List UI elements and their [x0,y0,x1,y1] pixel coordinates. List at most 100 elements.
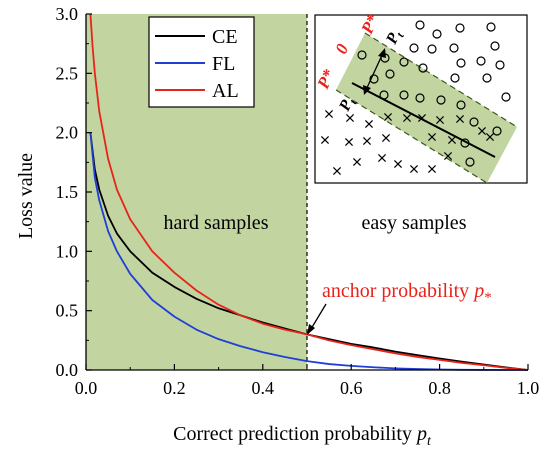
inset-cross-marker [393,159,403,169]
inset-cross-stroke [435,115,445,125]
inset-cross-stroke [324,109,334,119]
inset-cross-marker [435,115,445,125]
inset-circle-marker [357,50,367,60]
inset-cross-marker [345,113,355,123]
x-axis-label-sub: t [427,434,432,449]
x-axis-label-var: p [415,423,427,445]
inset-arrow-head-up [378,48,386,58]
inset-cross-marker [377,153,387,163]
inset-circle-marker [492,126,502,136]
inset-cross-stroke [362,136,372,146]
x-tick-label: 1.0 [517,378,540,398]
inset-cross-marker [383,112,393,122]
inset-cross-stroke [393,159,403,169]
region-label-easy: easy samples [362,212,467,234]
anchor-annotation: anchor probability p* [307,280,492,335]
inset-label-pt-bottom-sub: t [348,97,361,106]
series-line-al [89,13,529,371]
inset-circle-marker [490,41,500,51]
inset-cross-marker [485,132,495,142]
legend: CE FL AL [148,16,255,108]
inset-circle-marker [379,90,389,100]
y-tick-label: 1.5 [56,182,79,202]
inset-circle-marker [418,63,428,73]
inset-circle-marker [465,157,475,167]
inset-circle-marker [450,73,460,83]
inset-cross-stroke [427,132,437,142]
inset-cross-marker [362,136,372,146]
y-tick-label: 1.0 [56,241,79,261]
inset-circle-marker [456,58,466,68]
inset-cross-stroke [320,135,330,145]
inset-cross-stroke [417,113,427,123]
x-axis-label: Correct prediction probability pt [173,423,432,449]
anchor-label: anchor probability p* [322,280,492,306]
inset-cross-stroke [477,126,487,136]
inset-cross-stroke [332,166,342,176]
inset-cross-stroke [345,113,355,123]
anchor-arrow [310,303,327,330]
inset-circle-marker [501,92,511,102]
anchor-label-var: p [472,280,484,302]
inset-cross-stroke [455,114,465,124]
ticks: 0.0 0.2 0.4 0.6 0.8 1.0 0.0 0.5 1.0 1.5 2.0 2.5 3.0 [56,4,540,398]
x-tick-label: 0.6 [340,378,363,398]
y-tick-label: 2.5 [56,63,79,83]
inset-cross-marker [427,164,437,174]
x-axis-label-text: Correct prediction probability [173,423,417,445]
inset-circle-marker [385,69,395,79]
inset-cross-stroke [344,137,354,147]
inset-cross-marker [477,126,487,136]
inset-cross-stroke [485,132,495,142]
y-axis-label: Loss value [15,153,37,239]
inset-cross-stroke [427,164,437,174]
inset-cross-marker [455,114,465,124]
inset-cross-stroke [352,157,362,167]
inset-cross-stroke [409,164,419,174]
anchor-arrow-head [307,324,315,335]
inset-cross-marker [443,151,453,161]
y-tick-label: 0.5 [56,301,79,321]
anchor-label-sub: * [484,290,492,306]
x-tick-label: 0.2 [163,378,186,398]
inset-arrow-head-down [363,85,371,95]
inset-circle-marker [399,90,409,100]
x-tick-label: 0.4 [252,378,275,398]
inset-cross-marker [352,157,362,167]
inset-circle-marker [380,53,390,63]
inset-circle-marker [460,138,470,148]
inset-cross-marker [381,133,391,143]
x-tick-label: 0.0 [75,378,98,398]
inset-cross-stroke [447,135,457,145]
inset-circle-marker [415,20,425,30]
inset-cross-marker [320,135,330,145]
inset-cross-marker [364,119,374,129]
inset-circle-marker [415,93,425,103]
legend-label-ce: CE [212,26,238,48]
legend-label-fl: FL [212,53,235,75]
inset-cross-stroke [377,153,387,163]
legend-label-al: AL [212,80,239,102]
inset-circle-marker [455,23,465,33]
inset-circle-marker [469,117,479,127]
inset-label-pt-top-sub: t [395,30,408,39]
inset-cross-stroke [443,151,453,161]
y-tick-label: 0.0 [56,360,79,380]
inset-cross-marker [344,137,354,147]
inset-cross-marker [402,113,412,123]
inset-cross-marker [324,109,334,119]
x-tick-label: 0.8 [428,378,451,398]
inset-cross-marker [417,113,427,123]
inset-double-arrow [365,52,384,91]
inset-cross-stroke [364,119,374,129]
inset-circle-marker [432,29,442,39]
inset-cross-marker [447,135,457,145]
inset-cross-marker [332,166,342,176]
series-line-ce [89,132,529,371]
inset-circle-marker [399,57,409,67]
inset-circle-marker [369,74,379,84]
inset-circle-marker [482,73,492,83]
inset-cross-stroke [402,113,412,123]
